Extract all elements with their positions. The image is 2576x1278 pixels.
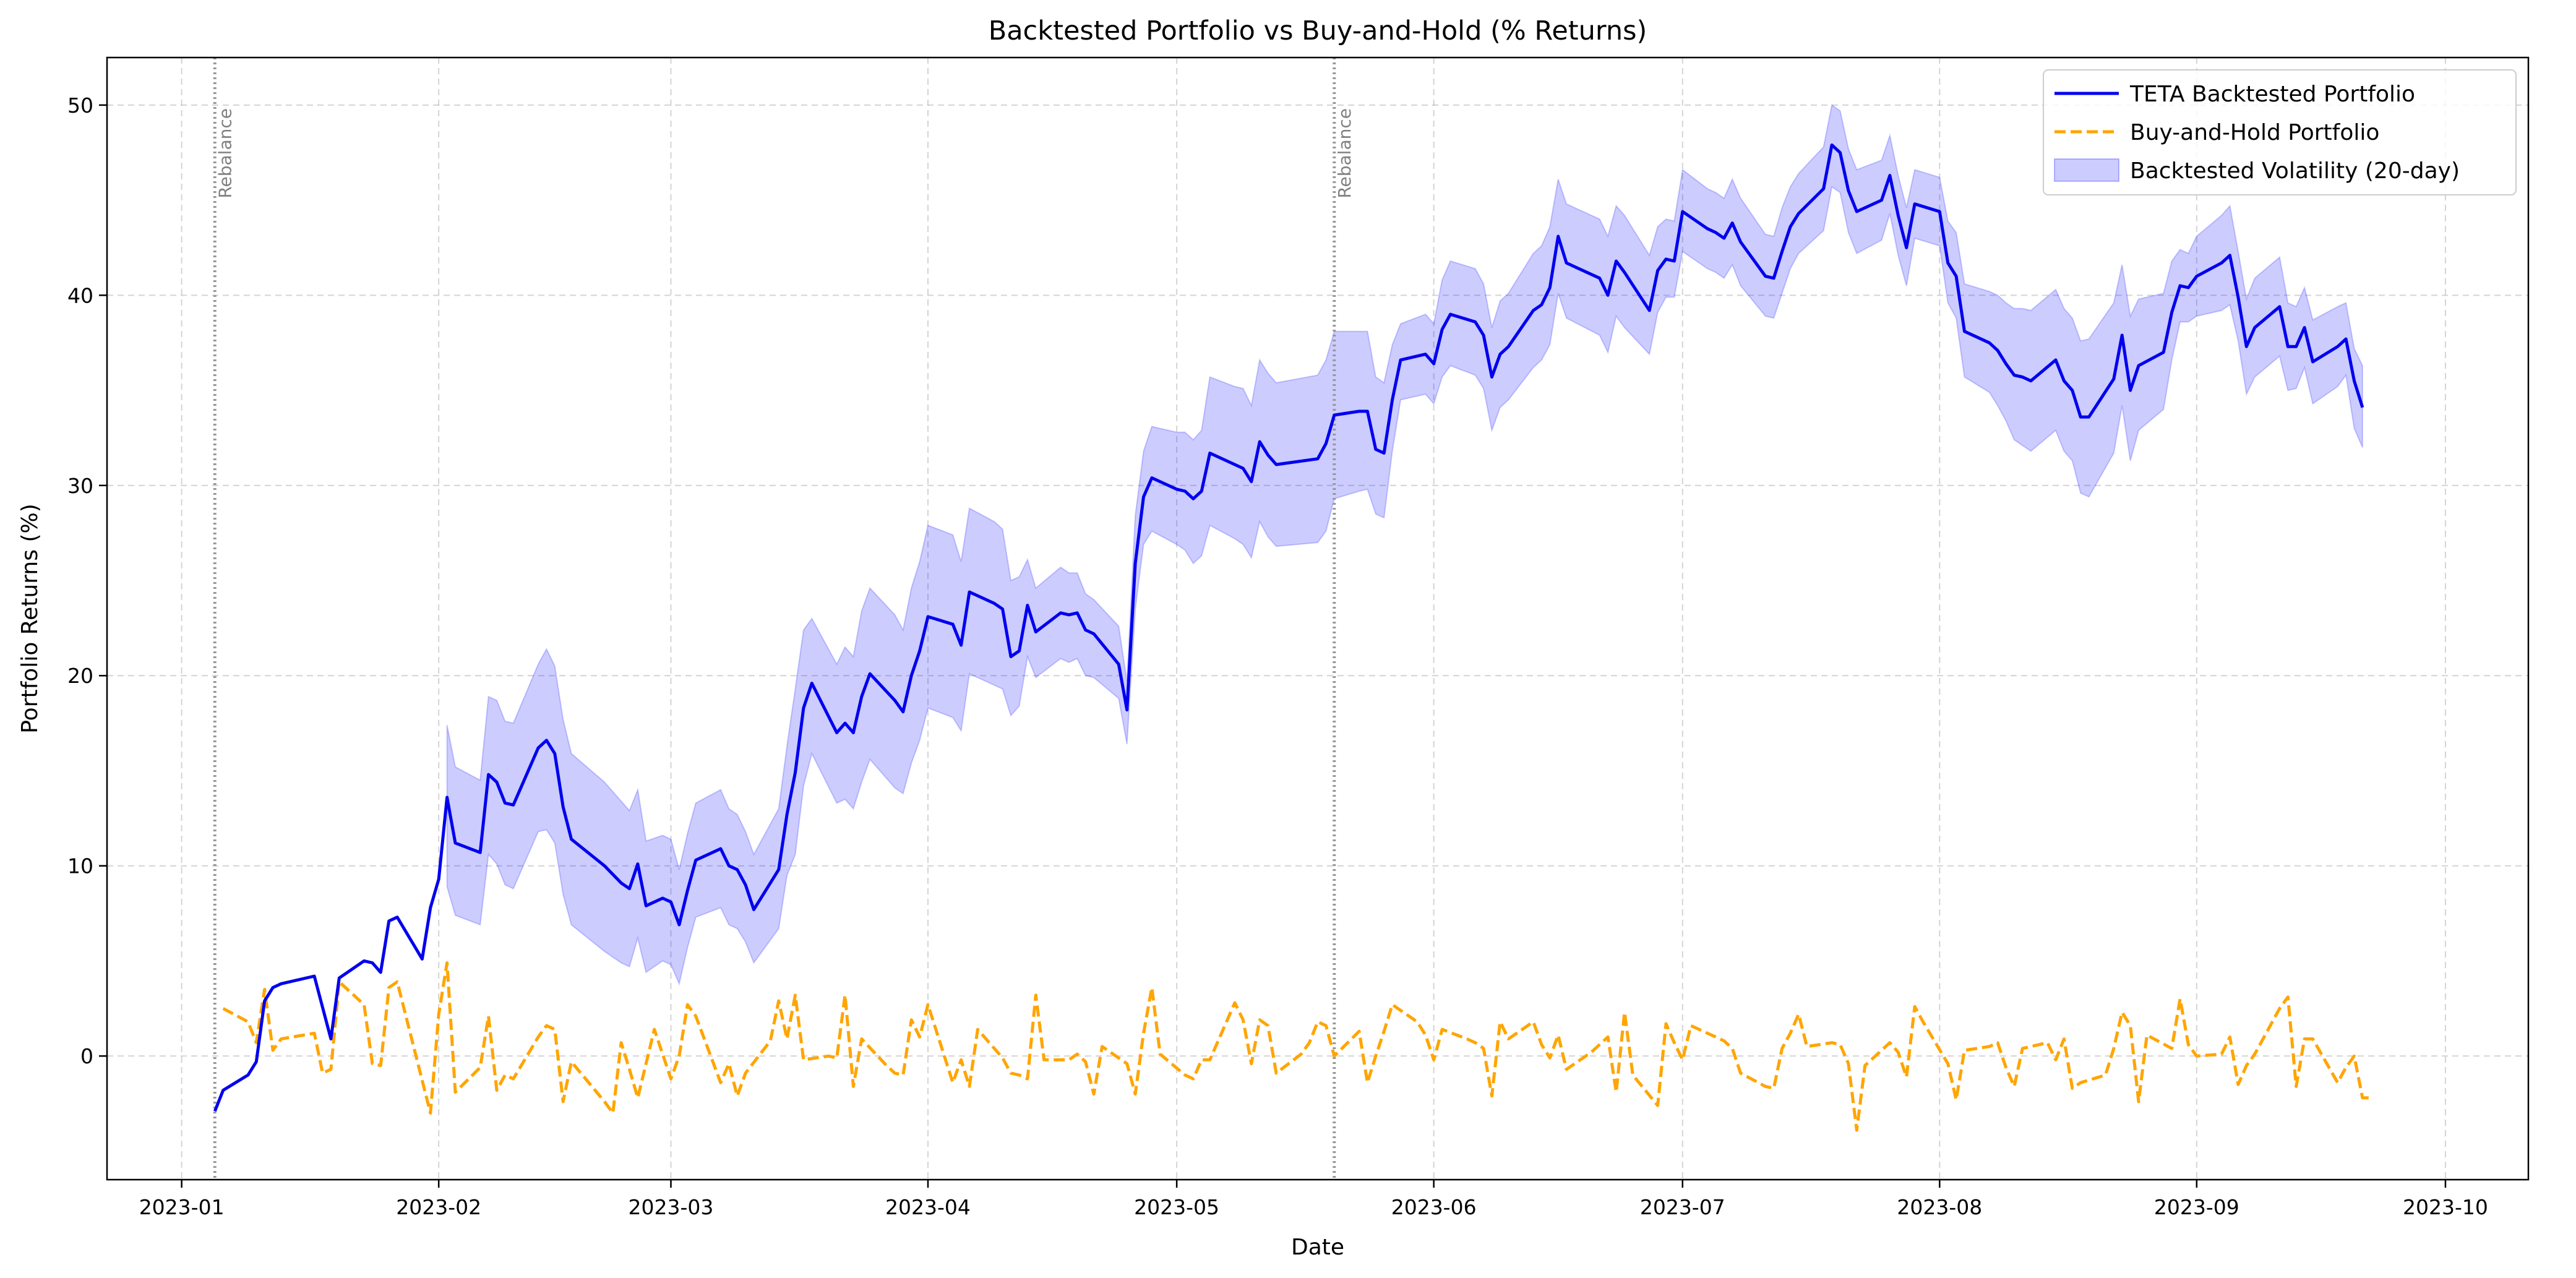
teta-portfolio-line xyxy=(213,143,2364,1112)
x-tick-label: 2023-01 xyxy=(139,1195,225,1219)
x-tick-label: 2023-07 xyxy=(1640,1195,1725,1219)
legend-label-buy-and-hold: Buy-and-Hold Portfolio xyxy=(2130,120,2379,145)
y-tick-label: 0 xyxy=(80,1044,93,1068)
x-tick-label: 2023-03 xyxy=(629,1195,714,1219)
y-tick-label: 10 xyxy=(67,854,93,878)
buy-and-hold-line xyxy=(222,961,2371,1132)
legend-label-volatility-band: Backtested Volatility (20-day) xyxy=(2130,158,2460,184)
x-tick-label: 2023-10 xyxy=(2403,1195,2488,1219)
plot-frame xyxy=(106,56,2530,1181)
y-tick-label: 30 xyxy=(67,474,93,498)
legend-box xyxy=(2043,69,2517,195)
x-tick-label: 2023-02 xyxy=(396,1195,481,1219)
volatility-band-layer xyxy=(446,104,2363,986)
legend-label-teta-portfolio: TETA Backtested Portfolio xyxy=(2129,82,2415,107)
x-tick-label: 2023-08 xyxy=(1897,1195,1982,1219)
x-tick-label: 2023-09 xyxy=(2154,1195,2239,1219)
y-tick-label: 40 xyxy=(67,283,93,307)
rebalance-label: Rebalance xyxy=(1334,108,1355,199)
y-axis-label: Portfolio Returns (%) xyxy=(17,504,43,734)
legend-swatch-volatility-band xyxy=(2054,158,2119,182)
y-tick-label: 50 xyxy=(67,93,93,118)
y-tick-label: 20 xyxy=(67,664,93,688)
x-axis: 2023-01 2023-02 2023-03 2023-04 2023-05 2023-… xyxy=(139,1180,2488,1219)
x-tick-label: 2023-05 xyxy=(1134,1195,1219,1219)
x-axis-label: Date xyxy=(1291,1235,1344,1260)
chart-title: Backtested Portfolio vs Buy-and-Hold (% … xyxy=(989,15,1647,46)
volatility-band xyxy=(446,104,2363,986)
grid xyxy=(107,58,2528,1180)
x-tick-label: 2023-06 xyxy=(1391,1195,1477,1219)
rebalance-label: Rebalance xyxy=(215,108,235,199)
legend: TETA Backtested Portfolio Buy-and-Hold P… xyxy=(2043,69,2517,195)
series-layer xyxy=(213,143,2371,1132)
x-tick-label: 2023-04 xyxy=(885,1195,971,1219)
rebalance-annotations: Rebalance Rebalance xyxy=(213,58,1355,1180)
y-axis: 0 10 20 30 40 50 xyxy=(67,93,107,1068)
